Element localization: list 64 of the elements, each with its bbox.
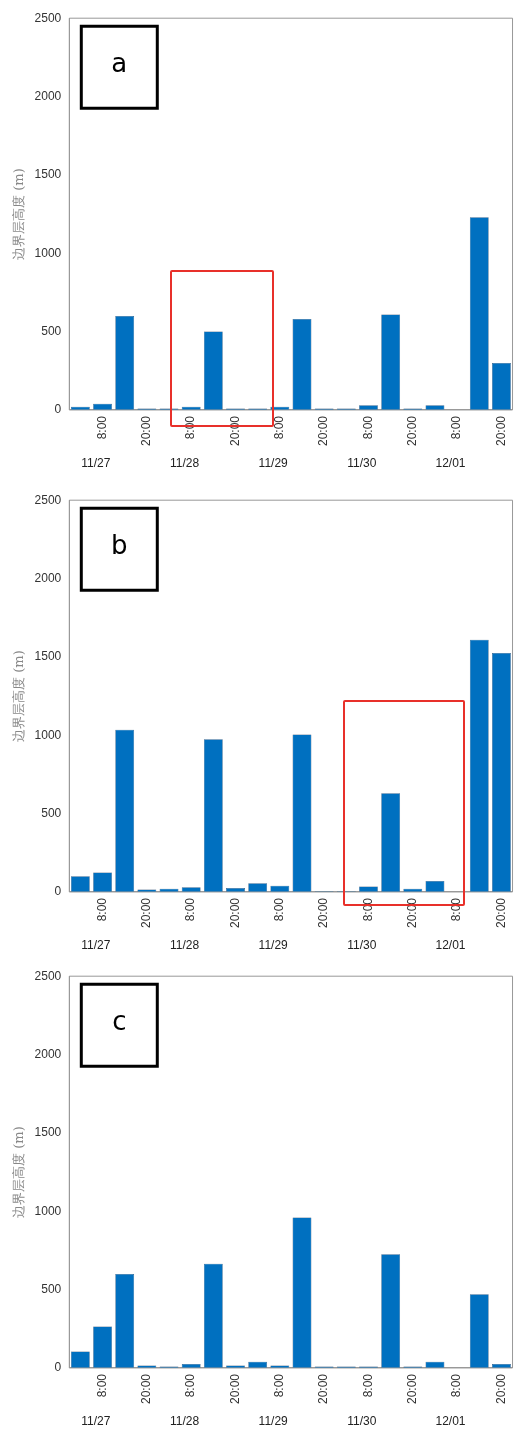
- y-tick-label: 500: [41, 323, 62, 338]
- y-tick-label: 500: [41, 1281, 62, 1296]
- x-tick-label: 8:00: [94, 415, 109, 440]
- text: 11/28: [169, 456, 200, 471]
- x-tick-label: 8:00: [360, 415, 375, 440]
- text: 11/27: [81, 1414, 111, 1429]
- text: c: [112, 1005, 127, 1036]
- text: 12/01: [435, 938, 466, 953]
- y-tick-label: 2500: [34, 968, 62, 983]
- x-tick-label: 8:00: [272, 415, 287, 440]
- x-tick-label: 20:00: [493, 1373, 508, 1404]
- y-tick-label: 500: [41, 805, 62, 820]
- y-tick-label: 2000: [34, 1046, 62, 1061]
- x-tick-label: 8:00: [183, 1373, 198, 1398]
- text: 11/28: [169, 938, 200, 953]
- y-tick-label: 1000: [34, 727, 62, 742]
- y-tick-label: 1000: [34, 1203, 62, 1218]
- x-tick-label: 8:00: [183, 897, 198, 922]
- x-tick-label: 8:00: [449, 1373, 464, 1398]
- y-axis-title: 边界层高度 (m): [11, 650, 27, 742]
- y-tick-label: 2500: [34, 10, 62, 25]
- y-tick-label: 1500: [34, 1125, 62, 1140]
- x-tick-label: 20:00: [139, 415, 154, 446]
- x-tick-label: 20:00: [405, 415, 420, 446]
- y-axis-title: 边界层高度 (m): [11, 168, 27, 260]
- x-tick-label: 20:00: [316, 415, 331, 446]
- text: 12/01: [435, 456, 466, 471]
- text: 11/30: [347, 1414, 377, 1429]
- y-tick-label: 2000: [34, 570, 62, 585]
- text: 11/28: [169, 1414, 200, 1429]
- text: b: [111, 529, 128, 560]
- x-tick-label: 8:00: [449, 415, 464, 440]
- x-tick-label: 20:00: [227, 897, 242, 928]
- y-tick-label: 1500: [34, 167, 62, 182]
- text: 11/30: [347, 938, 377, 953]
- x-tick-label: 20:00: [316, 1373, 331, 1404]
- y-tick-label: 2500: [34, 492, 62, 507]
- x-tick-label: 20:00: [493, 415, 508, 446]
- x-tick-label: 20:00: [139, 1373, 154, 1404]
- x-tick-label: 8:00: [94, 1373, 109, 1398]
- x-tick-label: 8:00: [94, 897, 109, 922]
- y-axis-title: 边界层高度 (m): [11, 1126, 27, 1218]
- y-tick-label: 0: [54, 1360, 62, 1375]
- x-tick-label: 8:00: [360, 1373, 375, 1398]
- y-tick-label: 0: [54, 402, 62, 417]
- y-tick-label: 1000: [34, 245, 62, 260]
- text: 11/27: [81, 456, 111, 471]
- text: 12/01: [435, 1414, 466, 1429]
- x-tick-label: 8:00: [272, 897, 287, 922]
- text: 11/27: [81, 938, 111, 953]
- x-tick-label: 20:00: [405, 1373, 420, 1404]
- y-tick-label: 2000: [34, 88, 62, 103]
- y-tick-label: 1500: [34, 649, 62, 664]
- x-tick-label: 20:00: [316, 897, 331, 928]
- y-tick-label: 0: [54, 884, 62, 899]
- x-tick-label: 20:00: [139, 897, 154, 928]
- text: 11/29: [258, 456, 289, 471]
- x-tick-label: 8:00: [272, 1373, 287, 1398]
- text: 11/29: [258, 938, 289, 953]
- x-tick-label: 20:00: [227, 1373, 242, 1404]
- text: a: [111, 47, 128, 78]
- text: 11/29: [258, 1414, 289, 1429]
- text: 11/30: [347, 456, 377, 471]
- x-tick-label: 20:00: [493, 897, 508, 928]
